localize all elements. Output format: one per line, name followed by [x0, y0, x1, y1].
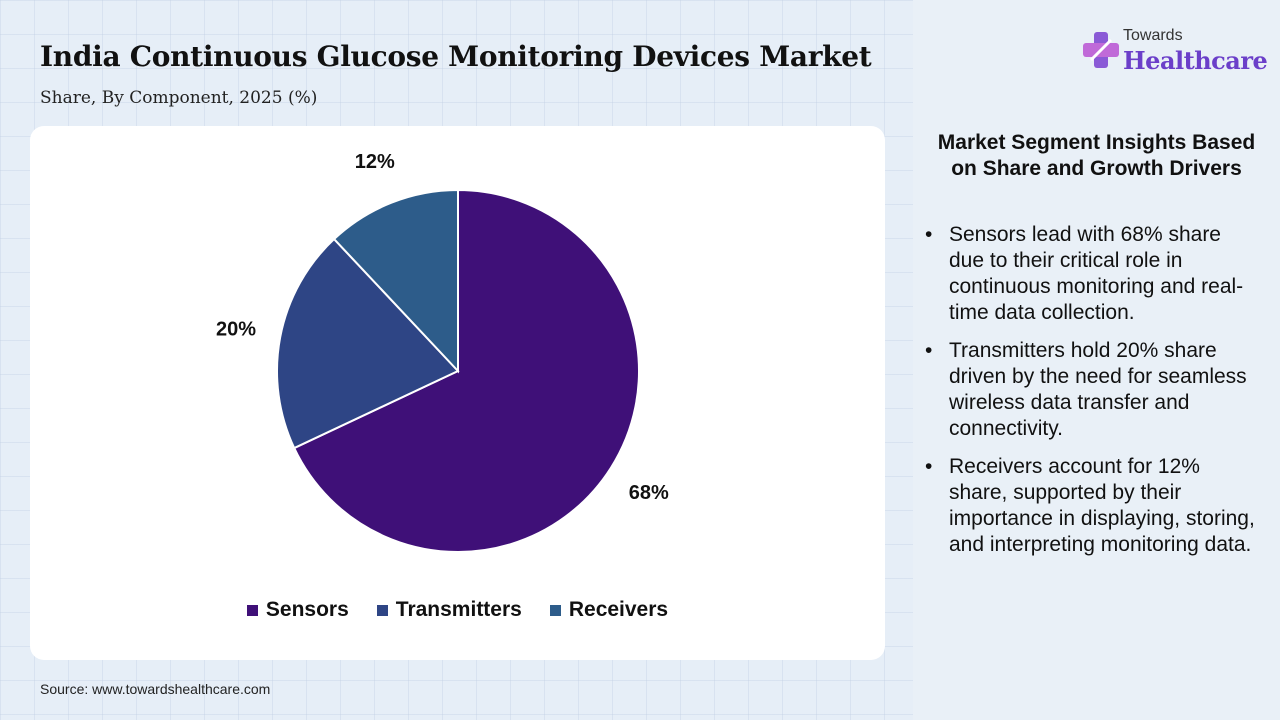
pie-slice-receivers — [332, 188, 459, 374]
insight-text: Receivers account for 12% share, support… — [949, 455, 1255, 556]
logo-text-brand: Healthcare — [1123, 46, 1268, 75]
pie-slice-transmitters — [276, 237, 460, 450]
legend-swatch — [376, 604, 388, 616]
legend-item-sensors: Sensors — [246, 598, 349, 622]
source-text: Source: www.towardshealthcare.com — [40, 681, 271, 697]
bullet-icon: • — [925, 339, 933, 362]
legend-item-receivers: Receivers — [549, 598, 669, 622]
logo-text-top: Towards — [1123, 27, 1183, 44]
bullet-icon: • — [925, 223, 933, 246]
insights-list: • Sensors lead with 68% share due to the… — [925, 222, 1255, 570]
brand-logo: Towards Healthcare — [1081, 26, 1268, 78]
data-label-receivers: 12% — [355, 151, 395, 173]
legend-item-transmitters: Transmitters — [376, 598, 522, 622]
legend-swatch — [246, 604, 258, 616]
insight-item: • Receivers account for 12% share, suppo… — [925, 454, 1255, 558]
legend-label: Transmitters — [395, 598, 522, 621]
data-label-sensors: 68% — [629, 482, 669, 504]
pie-slice-sensors — [292, 188, 640, 553]
insights-panel: Towards Healthcare Market Segment Insigh… — [913, 0, 1280, 720]
insight-item: • Sensors lead with 68% share due to the… — [925, 222, 1255, 326]
insight-text: Sensors lead with 68% share due to their… — [949, 223, 1244, 324]
chart-legend: Sensors Transmitters Receivers — [30, 598, 885, 622]
data-label-transmitters: 20% — [216, 319, 256, 341]
chart-subtitle: Share, By Component, 2025 (%) — [40, 88, 318, 108]
insight-item: • Transmitters hold 20% share driven by … — [925, 338, 1255, 442]
legend-label: Receivers — [568, 598, 669, 621]
legend-swatch — [549, 604, 561, 616]
legend-label: Sensors — [265, 598, 349, 621]
insights-heading: Market Segment Insights Based on Share a… — [937, 131, 1256, 180]
insight-text: Transmitters hold 20% share driven by th… — [949, 339, 1247, 440]
chart-card: 68% 20% 12% Sensors Transmitters Receivers — [30, 126, 885, 660]
cross-logo-icon — [1083, 32, 1119, 68]
bullet-icon: • — [925, 455, 933, 478]
pie-chart: 68% 20% 12% — [216, 151, 669, 553]
chart-title: India Continuous Glucose Monitoring Devi… — [40, 40, 872, 73]
